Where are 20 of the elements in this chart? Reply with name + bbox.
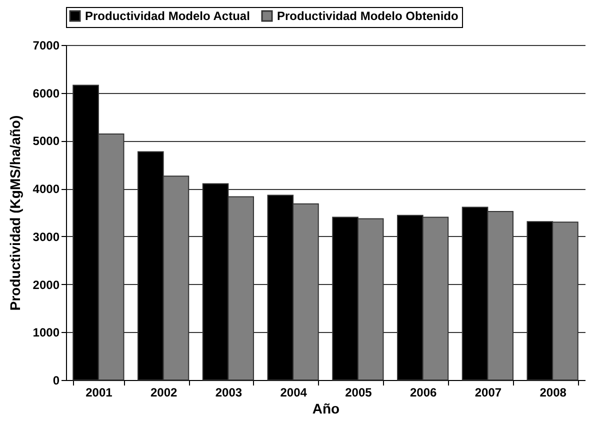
y-tick-label: 4000 bbox=[32, 182, 60, 196]
y-tick-label: 1000 bbox=[32, 326, 60, 340]
x-tick-label: 2006 bbox=[410, 386, 437, 400]
y-tick-label: 2000 bbox=[32, 278, 60, 292]
y-tick-label: 5000 bbox=[32, 134, 60, 148]
y-axis-title: Productividad (KgMS/ha/año) bbox=[6, 115, 23, 311]
y-tick-label: 6000 bbox=[32, 86, 60, 100]
x-tick-label: 2008 bbox=[540, 386, 567, 400]
y-tick-label: 3000 bbox=[32, 230, 60, 244]
x-tick-label: 2003 bbox=[215, 386, 242, 400]
legend-label: Productividad Modelo Obtenido bbox=[277, 9, 458, 23]
legend-label: Productividad Modelo Actual bbox=[85, 9, 250, 23]
x-tick-label: 2002 bbox=[150, 386, 178, 400]
x-tick-label: 2007 bbox=[474, 386, 502, 400]
x-tick-label: 2005 bbox=[345, 386, 372, 400]
x-tick-label: 2001 bbox=[86, 386, 113, 400]
x-tick-label: 2004 bbox=[280, 386, 308, 400]
y-tick-label: 7000 bbox=[32, 38, 60, 52]
y-tick-label: 0 bbox=[52, 374, 60, 388]
x-axis-title: Año bbox=[312, 400, 340, 416]
